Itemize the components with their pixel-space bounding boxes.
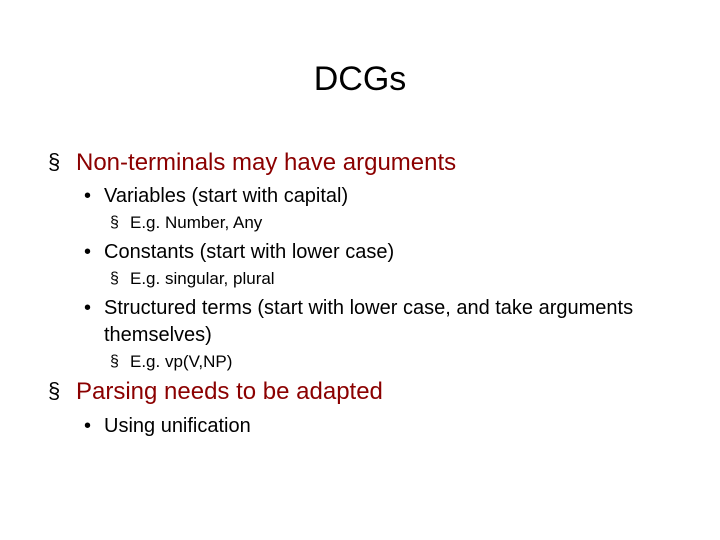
bullet-list-level2: Variables (start with capital) E.g. Numb… — [76, 183, 680, 374]
item-text: E.g. singular, plural — [130, 269, 275, 288]
item-text: Variables (start with capital) — [104, 185, 348, 207]
list-item: Using unification — [104, 413, 680, 440]
item-text: Non-terminals may have arguments — [76, 149, 456, 176]
list-item: Parsing needs to be adapted Using unific… — [76, 376, 680, 439]
list-item: Non-terminals may have arguments Variabl… — [76, 147, 680, 374]
item-text: E.g. Number, Any — [130, 213, 262, 232]
list-item: Constants (start with lower case) E.g. s… — [104, 239, 680, 291]
page-title: DCGs — [40, 60, 680, 99]
list-item: E.g. vp(V,NP) — [130, 351, 680, 374]
bullet-list-level3: E.g. Number, Any — [104, 212, 680, 235]
list-item: Variables (start with capital) E.g. Numb… — [104, 183, 680, 235]
item-text: Structured terms (start with lower case,… — [104, 297, 633, 346]
bullet-list-level3: E.g. vp(V,NP) — [104, 351, 680, 374]
list-item: E.g. Number, Any — [130, 212, 680, 235]
item-text: Parsing needs to be adapted — [76, 378, 383, 405]
bullet-list-level3: E.g. singular, plural — [104, 268, 680, 291]
bullet-list-level2: Using unification — [76, 413, 680, 440]
list-item: Structured terms (start with lower case,… — [104, 295, 680, 374]
list-item: E.g. singular, plural — [130, 268, 680, 291]
item-text: E.g. vp(V,NP) — [130, 352, 232, 371]
bullet-list-level1: Non-terminals may have arguments Variabl… — [40, 147, 680, 440]
item-text: Using unification — [104, 415, 251, 437]
slide: DCGs Non-terminals may have arguments Va… — [0, 0, 720, 540]
item-text: Constants (start with lower case) — [104, 241, 394, 263]
